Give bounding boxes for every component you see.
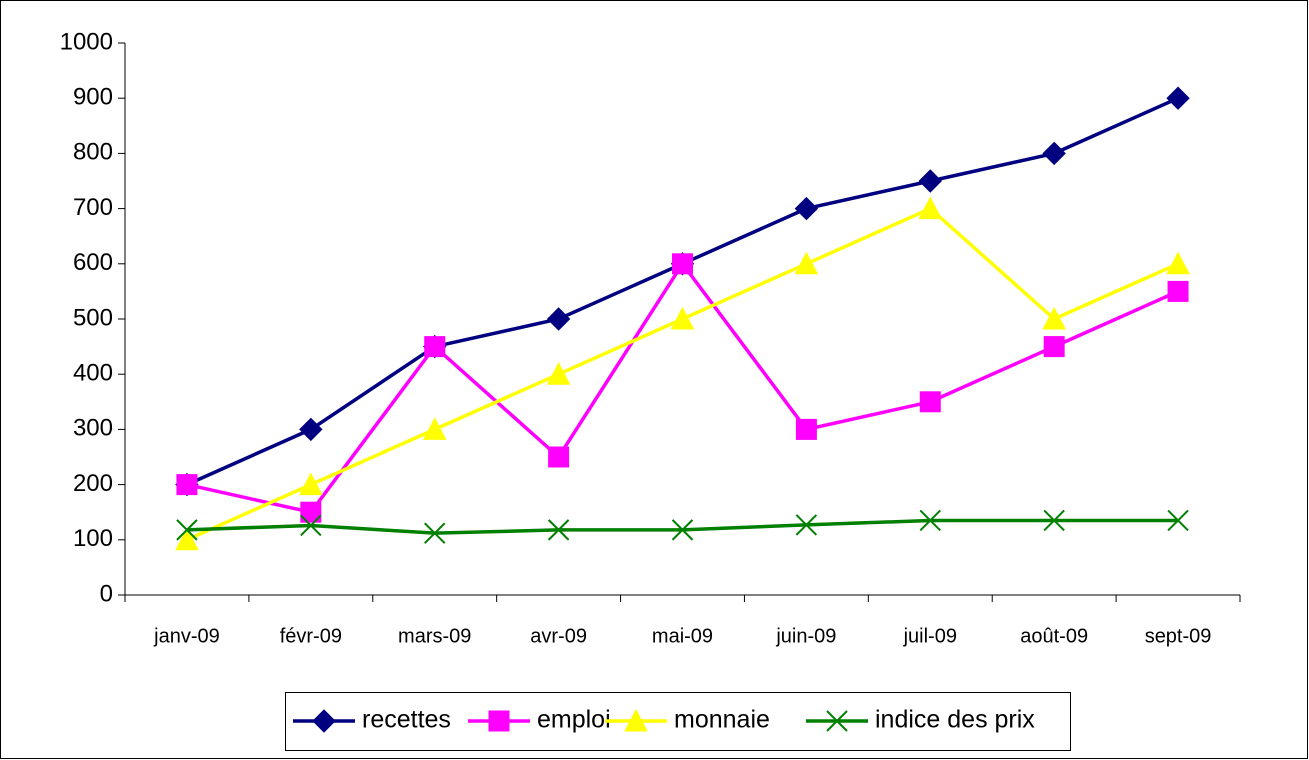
data-point	[424, 336, 446, 358]
x-tick-label: août-09	[1020, 625, 1088, 647]
legend-box	[285, 692, 1071, 751]
data-point	[672, 253, 693, 275]
y-tick-label: 700	[73, 194, 113, 221]
x-tick-label: févr-09	[280, 625, 342, 647]
y-tick-label: 0	[100, 580, 113, 607]
data-point	[1166, 86, 1190, 110]
legend-label: indice des prix	[875, 706, 1035, 734]
data-point	[794, 251, 819, 275]
x-tick-label: juin-09	[775, 625, 836, 647]
x-tick-label: juil-09	[903, 625, 957, 647]
y-tick-label: 300	[73, 415, 113, 442]
data-point	[918, 169, 942, 193]
y-tick-label: 500	[73, 304, 113, 331]
legend-marker	[826, 710, 848, 732]
data-point	[919, 391, 941, 413]
data-point	[424, 522, 446, 544]
y-tick-label: 100	[73, 525, 113, 552]
legend-label: monnaie	[674, 706, 770, 734]
x-tick-label: mars-09	[398, 625, 471, 647]
data-point	[300, 514, 322, 537]
data-point	[1043, 509, 1065, 532]
data-point	[176, 474, 198, 496]
data-point	[1043, 336, 1065, 358]
data-point	[919, 509, 941, 532]
data-point	[1042, 306, 1066, 330]
x-tick-label: avr-09	[530, 625, 587, 647]
y-tick-label: 200	[73, 470, 113, 497]
data-point	[1166, 251, 1190, 275]
data-point	[546, 362, 571, 385]
legend-marker	[488, 710, 510, 732]
legend-label: recettes	[362, 706, 451, 734]
y-tick-label: 1000	[60, 28, 113, 55]
data-point	[1042, 141, 1066, 166]
x-tick-label: sept-09	[1145, 625, 1212, 647]
legend-marker	[312, 709, 336, 733]
data-point	[795, 418, 817, 440]
x-tick-label: janv-09	[153, 625, 220, 647]
data-point	[1167, 509, 1189, 532]
data-point	[176, 519, 198, 541]
data-point	[299, 472, 323, 496]
data-point	[670, 306, 695, 330]
data-point	[175, 527, 199, 551]
y-tick-label: 900	[73, 84, 113, 111]
data-point	[300, 501, 322, 523]
data-point	[547, 519, 570, 541]
y-tick-label: 600	[73, 249, 113, 276]
legend-marker	[624, 708, 648, 732]
data-point	[299, 417, 323, 442]
data-point	[548, 446, 570, 468]
y-tick-label: 400	[73, 360, 113, 387]
data-point	[1167, 280, 1189, 302]
data-point	[918, 196, 943, 220]
data-point	[795, 514, 818, 536]
data-point	[546, 307, 571, 331]
x-tick-label: mai-09	[652, 625, 713, 647]
data-point	[794, 196, 819, 221]
data-point	[422, 417, 447, 440]
y-tick-label: 800	[73, 139, 113, 166]
data-point	[671, 519, 694, 541]
legend-label: emploi	[537, 706, 611, 734]
